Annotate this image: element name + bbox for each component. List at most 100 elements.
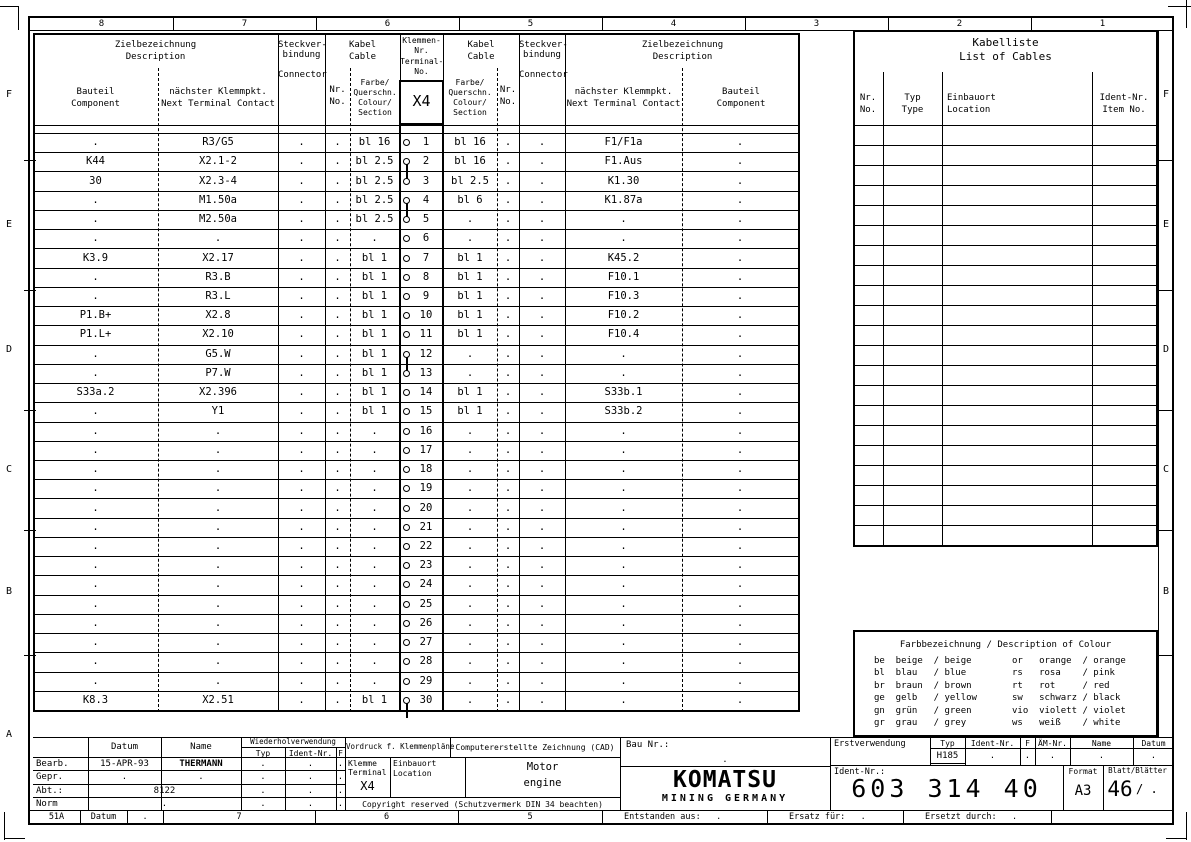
cable-list-row-divider bbox=[853, 525, 1158, 526]
terminal-cell: . bbox=[736, 501, 744, 514]
datum-header: Datum bbox=[110, 742, 139, 752]
typ-value: H185 bbox=[936, 751, 959, 761]
wieder-dot: . bbox=[307, 772, 314, 782]
line bbox=[30, 30, 1172, 31]
terminal-cell: . bbox=[334, 193, 341, 206]
zone-left-letter: F bbox=[5, 89, 13, 100]
terminal-cell: . bbox=[538, 443, 546, 456]
terminal-cell: . bbox=[504, 155, 512, 168]
terminal-cell: . bbox=[214, 443, 222, 456]
wieder-typ-header: Typ bbox=[255, 749, 271, 758]
cable-list-col-nr-de: Nr. bbox=[859, 93, 877, 103]
norm-value: . bbox=[161, 799, 168, 809]
cable-right-en: Cable bbox=[467, 52, 495, 62]
terminal-cell: . bbox=[334, 463, 341, 476]
terminal-cell: . bbox=[298, 193, 305, 206]
line bbox=[853, 735, 1158, 737]
terminal-cell: . bbox=[466, 597, 474, 610]
colour-legend-title: Farbbezeichnung / Description of Colour bbox=[899, 640, 1112, 650]
terminal-circle bbox=[403, 523, 410, 531]
cable-list-row-divider bbox=[853, 445, 1158, 446]
line bbox=[33, 737, 1172, 738]
klemme-label-de: Klemme bbox=[348, 759, 377, 768]
line bbox=[4, 838, 25, 839]
legend-entry: rt rot / red bbox=[1012, 680, 1110, 691]
terminal-cell: . bbox=[371, 424, 378, 437]
terminal-cell: . bbox=[334, 597, 341, 610]
terminal-cell: . bbox=[214, 636, 222, 649]
terminal-cell: bl 2.5 bbox=[451, 174, 489, 187]
terminal-cell: . bbox=[504, 136, 512, 149]
terminal-cell: . bbox=[538, 578, 546, 591]
terminal-cell: S33b.1 bbox=[604, 386, 643, 399]
terminal-circle bbox=[403, 543, 410, 551]
cable-list-col-typ-en: Type bbox=[901, 105, 924, 115]
colour-right-line4: Section bbox=[453, 108, 487, 117]
terminal-cell: . bbox=[92, 347, 99, 360]
row-divider bbox=[33, 594, 800, 596]
bottom-strip-cell: Datum bbox=[90, 812, 117, 822]
terminal-cell: . bbox=[504, 520, 512, 533]
bottom-strip-cell: 5 bbox=[527, 812, 533, 822]
terminal-cell: bl 1 bbox=[361, 309, 388, 322]
line bbox=[1166, 838, 1187, 839]
komatsu-logo-sub: MINING GERMANY bbox=[661, 793, 789, 804]
terminal-cell: . bbox=[466, 578, 474, 591]
terminal-cell: bl 1 bbox=[457, 405, 483, 418]
terminal-cell: . bbox=[620, 616, 627, 629]
terminal-cell: 13 bbox=[419, 366, 433, 379]
line bbox=[18, 6, 19, 30]
line bbox=[930, 737, 931, 765]
terminal-cell: . bbox=[371, 616, 378, 629]
terminal-circle bbox=[403, 369, 410, 377]
terminal-cell: . bbox=[298, 232, 305, 245]
terminal-cell: . bbox=[466, 443, 474, 456]
terminal-cell: . bbox=[736, 559, 744, 572]
cable-list-row-divider bbox=[853, 305, 1158, 306]
terminal-cell: . bbox=[298, 270, 305, 283]
terminal-cell: . bbox=[92, 424, 99, 437]
col-typ-header: Typ bbox=[940, 739, 955, 748]
terminal-cell: . bbox=[736, 540, 744, 553]
terminal-cell: . bbox=[92, 501, 99, 514]
cable-list-row-divider bbox=[853, 165, 1158, 166]
terminal-cell: 12 bbox=[419, 347, 433, 360]
line bbox=[28, 16, 30, 825]
row-label-abt: Abt.: bbox=[36, 786, 64, 796]
dest-right-sub: Description bbox=[652, 52, 713, 62]
cable-list-row-divider bbox=[853, 145, 1158, 146]
terminal-cell: . bbox=[620, 655, 627, 668]
format-value: A3 bbox=[1074, 783, 1092, 799]
zone-divider bbox=[173, 16, 174, 30]
terminal-cell: . bbox=[620, 347, 627, 360]
terminal-cell: . bbox=[371, 636, 378, 649]
terminal-cell: . bbox=[371, 597, 378, 610]
zone-left-letter: E bbox=[5, 219, 13, 230]
terminal-cell: . bbox=[504, 289, 512, 302]
zone-top-label: 8 bbox=[98, 19, 105, 29]
cable-list-row-divider bbox=[853, 365, 1158, 366]
line bbox=[33, 757, 345, 758]
line bbox=[390, 757, 391, 797]
terminal-cell: R3.B bbox=[205, 270, 231, 283]
terminal-cell: bl 2.5 bbox=[355, 174, 394, 187]
terminal-cell: . bbox=[298, 174, 305, 187]
line bbox=[830, 737, 831, 810]
format-label: Format bbox=[1068, 767, 1098, 776]
row-divider bbox=[33, 190, 800, 192]
terminal-cell: bl 1 bbox=[457, 289, 483, 302]
terminal-cell: . bbox=[736, 366, 744, 379]
legend-entry: sw schwarz / black bbox=[1012, 693, 1121, 704]
terminal-cell: S33a.2 bbox=[76, 386, 115, 399]
terminal-cell: . bbox=[538, 347, 546, 360]
terminal-cell: . bbox=[736, 386, 744, 399]
wieder-dot: . bbox=[260, 772, 266, 782]
terminal-cell: bl 1 bbox=[457, 309, 483, 322]
terminal-cell: . bbox=[334, 174, 341, 187]
terminal-cell: . bbox=[334, 347, 341, 360]
terminal-cell: . bbox=[371, 655, 378, 668]
terminal-cell: . bbox=[298, 597, 305, 610]
terminal-cell: . bbox=[298, 578, 305, 591]
line bbox=[565, 33, 566, 712]
line bbox=[1156, 630, 1158, 737]
